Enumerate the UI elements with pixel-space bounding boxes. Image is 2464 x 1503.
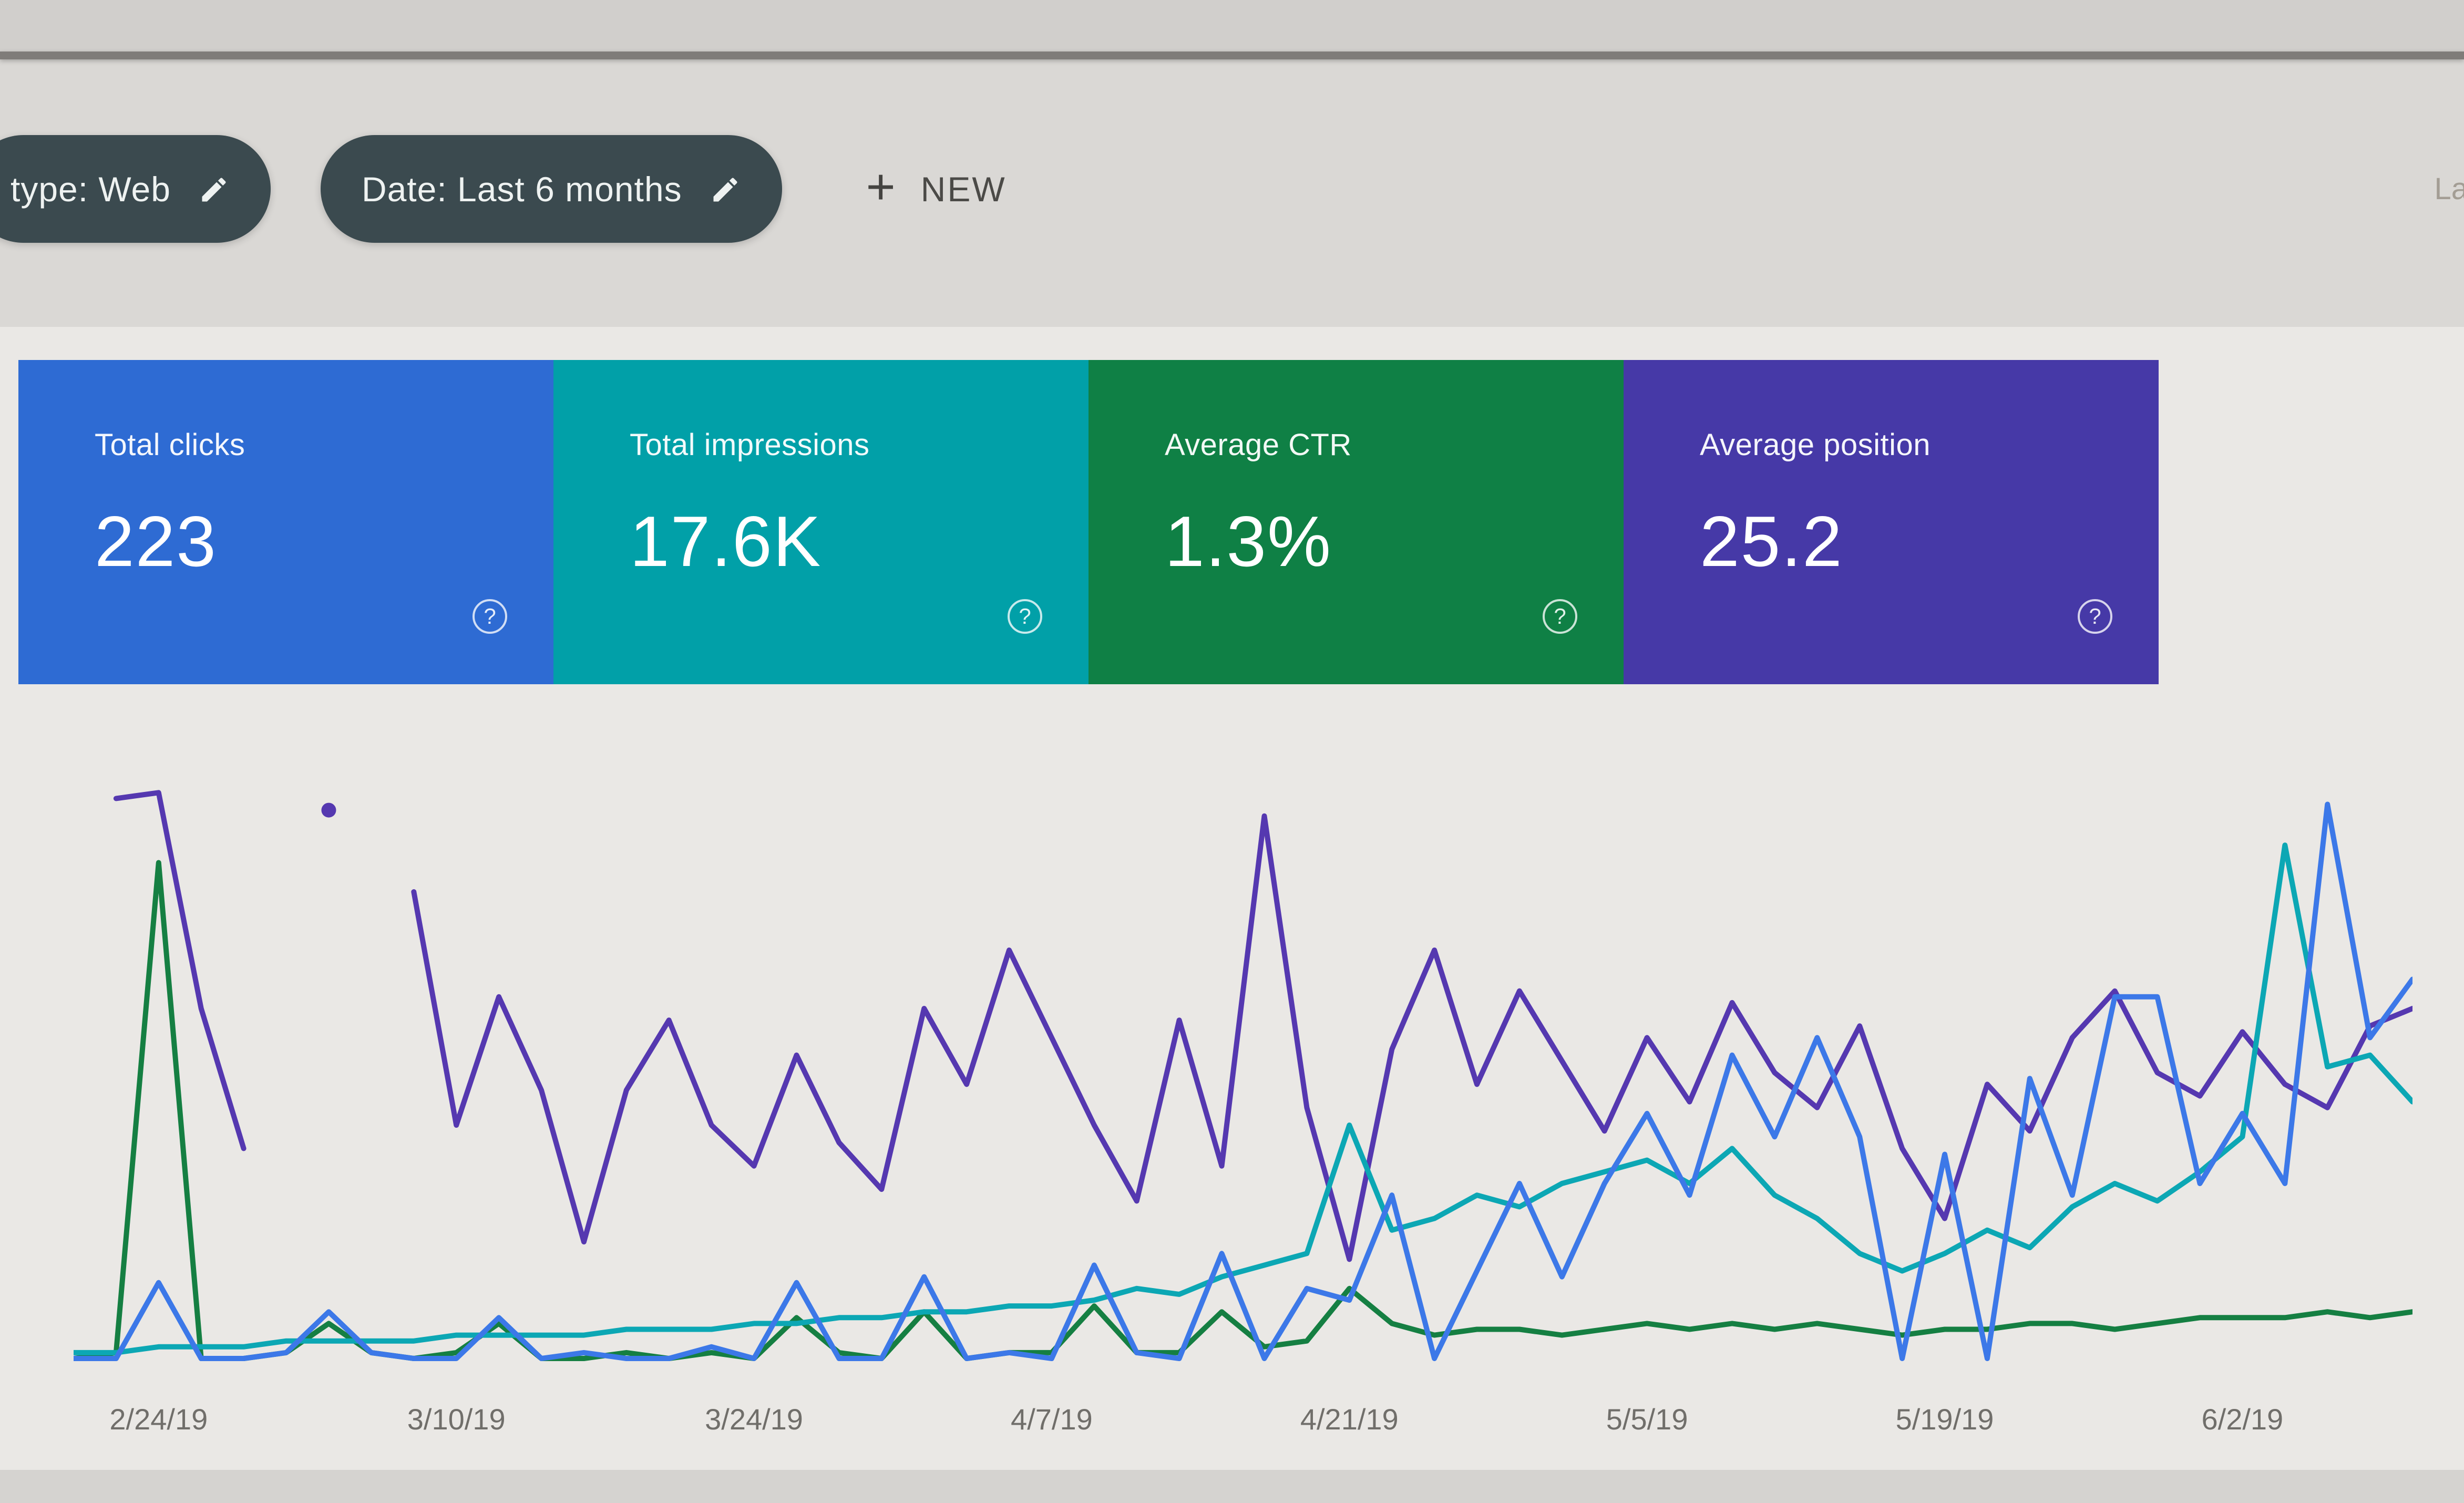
help-icon[interactable]: ?: [1543, 599, 1577, 634]
x-axis-label: 4/7/19: [1011, 1403, 1093, 1436]
performance-chart[interactable]: [74, 749, 2412, 1366]
x-axis-labels: 2/24/19 3/10/19 3/24/19 4/7/19 4/21/19 5/5/19…: [0, 1402, 2464, 1449]
metric-label: Total clicks: [95, 428, 245, 462]
x-axis-label: 3/10/19: [407, 1403, 506, 1436]
filter-bar: type: Web Date: Last 6 months + NEW La: [0, 132, 2464, 245]
window-top-edge: [0, 52, 2464, 59]
date-range-chip-label: Date: Last 6 months: [361, 169, 682, 209]
metric-value: 17.6K: [630, 501, 822, 581]
average-ctr-card[interactable]: Average CTR 1.3% ?: [1089, 360, 1624, 684]
x-axis-label: 6/2/19: [2201, 1403, 2284, 1436]
help-icon[interactable]: ?: [2078, 599, 2112, 634]
series-point-average-position: [321, 802, 336, 818]
x-axis-label: 5/19/19: [1895, 1403, 1994, 1436]
search-type-chip[interactable]: type: Web: [0, 135, 271, 243]
total-impressions-card[interactable]: Total impressions 17.6K ?: [553, 360, 1089, 684]
metric-cards-row: Total clicks 223 ? Total impressions 17.…: [18, 360, 2159, 684]
metric-value: 25.2: [1700, 501, 1843, 581]
search-type-chip-label: type: Web: [11, 169, 171, 209]
monitor-top-band: [0, 0, 2464, 52]
date-range-chip[interactable]: Date: Last 6 months: [320, 135, 782, 243]
total-clicks-card[interactable]: Total clicks 223 ?: [18, 360, 553, 684]
metric-label: Total impressions: [630, 428, 870, 462]
edit-pencil-icon[interactable]: [710, 173, 741, 205]
plus-icon: +: [866, 158, 896, 215]
x-axis-label: 4/21/19: [1300, 1403, 1399, 1436]
series-line-average-ctr: [74, 860, 2412, 1361]
x-axis-label: 5/5/19: [1606, 1403, 1688, 1436]
series-line-average-position: [113, 790, 2412, 1262]
average-position-card[interactable]: Average position 25.2 ?: [1624, 360, 2159, 684]
series-line-total-clicks: [74, 801, 2412, 1361]
chart-plot: [74, 790, 2412, 1361]
x-axis-label: 2/24/19: [109, 1403, 208, 1436]
partial-last-updated-text: La: [2434, 172, 2464, 206]
help-icon[interactable]: ?: [473, 599, 507, 634]
edit-pencil-icon[interactable]: [198, 173, 230, 205]
monitor-bottom-band: [0, 1470, 2464, 1503]
metric-label: Average CTR: [1165, 428, 1352, 462]
series-line-total-impressions: [74, 842, 2412, 1355]
metric-label: Average position: [1700, 428, 1931, 462]
x-axis-label: 3/24/19: [705, 1403, 803, 1436]
metric-value: 223: [95, 501, 217, 581]
help-icon[interactable]: ?: [1008, 599, 1042, 634]
new-filter-button-label: NEW: [920, 169, 1007, 209]
metric-value: 1.3%: [1165, 501, 1332, 581]
new-filter-button[interactable]: + NEW: [866, 161, 1007, 212]
